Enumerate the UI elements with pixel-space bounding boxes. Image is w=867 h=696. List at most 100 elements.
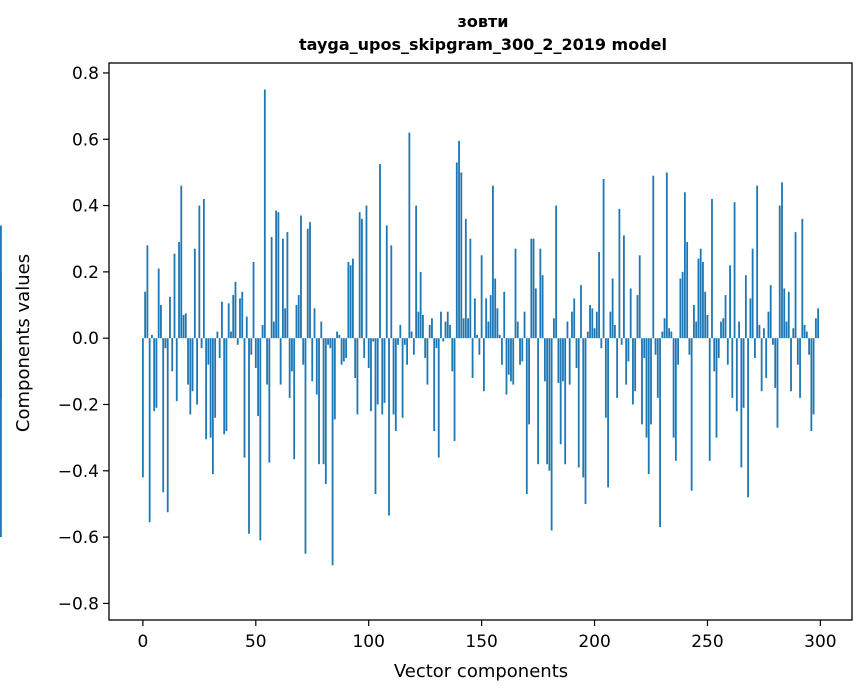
bar bbox=[433, 338, 436, 432]
bar bbox=[485, 298, 488, 339]
bar bbox=[781, 182, 783, 339]
bar bbox=[814, 318, 817, 339]
bar bbox=[300, 215, 302, 339]
bar bbox=[446, 311, 449, 339]
bar bbox=[756, 185, 759, 339]
bar bbox=[744, 275, 747, 339]
bar bbox=[207, 338, 210, 365]
bar bbox=[724, 295, 727, 339]
bar bbox=[211, 338, 214, 475]
bar bbox=[738, 321, 740, 339]
bar bbox=[571, 311, 573, 339]
bar bbox=[808, 338, 810, 355]
plot-area-frame bbox=[108, 62, 853, 621]
bar bbox=[415, 205, 418, 339]
bar bbox=[444, 321, 447, 339]
bar bbox=[261, 324, 264, 339]
bar bbox=[625, 338, 628, 385]
bar bbox=[496, 308, 499, 339]
bar bbox=[424, 338, 427, 359]
bar bbox=[654, 338, 657, 355]
bar bbox=[607, 338, 609, 488]
bar bbox=[209, 338, 212, 438]
bar bbox=[232, 295, 235, 339]
bar bbox=[702, 261, 704, 339]
bar bbox=[259, 338, 262, 541]
bar bbox=[214, 338, 217, 418]
bar bbox=[609, 311, 612, 339]
bar bbox=[665, 172, 668, 339]
bar bbox=[582, 338, 585, 478]
bar bbox=[437, 338, 440, 458]
bar bbox=[528, 338, 530, 425]
bar bbox=[557, 338, 560, 383]
x-tick-label: 0 bbox=[137, 632, 148, 652]
bar bbox=[196, 338, 198, 405]
bar bbox=[552, 318, 555, 339]
bar bbox=[532, 238, 535, 339]
bar bbox=[704, 291, 707, 339]
bar bbox=[562, 338, 564, 382]
bar bbox=[272, 321, 275, 339]
bar bbox=[803, 324, 806, 339]
bar bbox=[175, 338, 178, 402]
bar bbox=[686, 242, 689, 339]
bar bbox=[787, 291, 790, 339]
bar bbox=[523, 311, 526, 339]
bar bbox=[564, 338, 567, 465]
bar bbox=[584, 338, 587, 504]
bar bbox=[365, 205, 368, 339]
bar bbox=[695, 321, 698, 339]
bar bbox=[342, 338, 345, 362]
bar bbox=[747, 338, 750, 498]
x-tick-label: 150 bbox=[465, 632, 497, 652]
bar bbox=[731, 338, 734, 398]
bar bbox=[663, 318, 666, 339]
bar bbox=[144, 291, 147, 339]
bar bbox=[422, 314, 424, 339]
bar bbox=[338, 334, 341, 339]
bar bbox=[252, 261, 255, 339]
bar bbox=[749, 298, 752, 339]
bar bbox=[370, 338, 372, 412]
bar bbox=[503, 291, 506, 339]
bar bbox=[817, 308, 820, 339]
bar bbox=[453, 338, 456, 441]
bar bbox=[243, 338, 246, 458]
bar bbox=[349, 265, 352, 339]
bar bbox=[641, 338, 643, 425]
bar bbox=[180, 185, 183, 339]
bar bbox=[257, 338, 259, 417]
bar bbox=[403, 338, 406, 345]
bar bbox=[539, 248, 542, 339]
bar bbox=[577, 338, 580, 468]
bar bbox=[681, 271, 684, 339]
bar bbox=[688, 338, 691, 355]
bar bbox=[656, 338, 659, 398]
bar bbox=[245, 316, 248, 339]
bar bbox=[363, 338, 366, 359]
bar bbox=[352, 258, 354, 339]
bar bbox=[591, 308, 594, 339]
bar bbox=[521, 338, 524, 362]
bar bbox=[141, 338, 144, 478]
bar bbox=[717, 338, 720, 359]
bar bbox=[284, 308, 287, 339]
bar bbox=[627, 338, 630, 362]
bar bbox=[254, 338, 257, 369]
bar bbox=[683, 192, 686, 339]
bar bbox=[160, 305, 162, 339]
bar bbox=[171, 338, 174, 372]
x-tick-label: 250 bbox=[691, 632, 723, 652]
bar bbox=[550, 338, 553, 531]
bar bbox=[200, 338, 203, 349]
bar bbox=[790, 338, 792, 392]
bar bbox=[390, 245, 393, 339]
bar bbox=[431, 318, 433, 339]
bar bbox=[0, 338, 2, 538]
bar bbox=[417, 311, 420, 339]
bar bbox=[374, 338, 377, 495]
bar bbox=[277, 212, 280, 339]
bar bbox=[629, 288, 632, 339]
